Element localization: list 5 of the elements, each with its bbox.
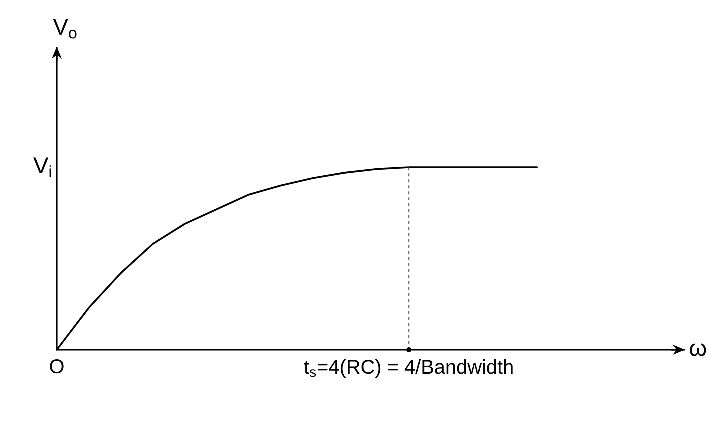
text: ω	[690, 344, 706, 356]
annotation: V$_{i}$	[34, 158, 52, 178]
text: V$_{o}$	[53, 19, 77, 39]
x-tick-label: t$_{s}$=4(RC) = 4/Bandwidth	[304, 360, 513, 378]
x-tick-label: O	[50, 360, 64, 374]
